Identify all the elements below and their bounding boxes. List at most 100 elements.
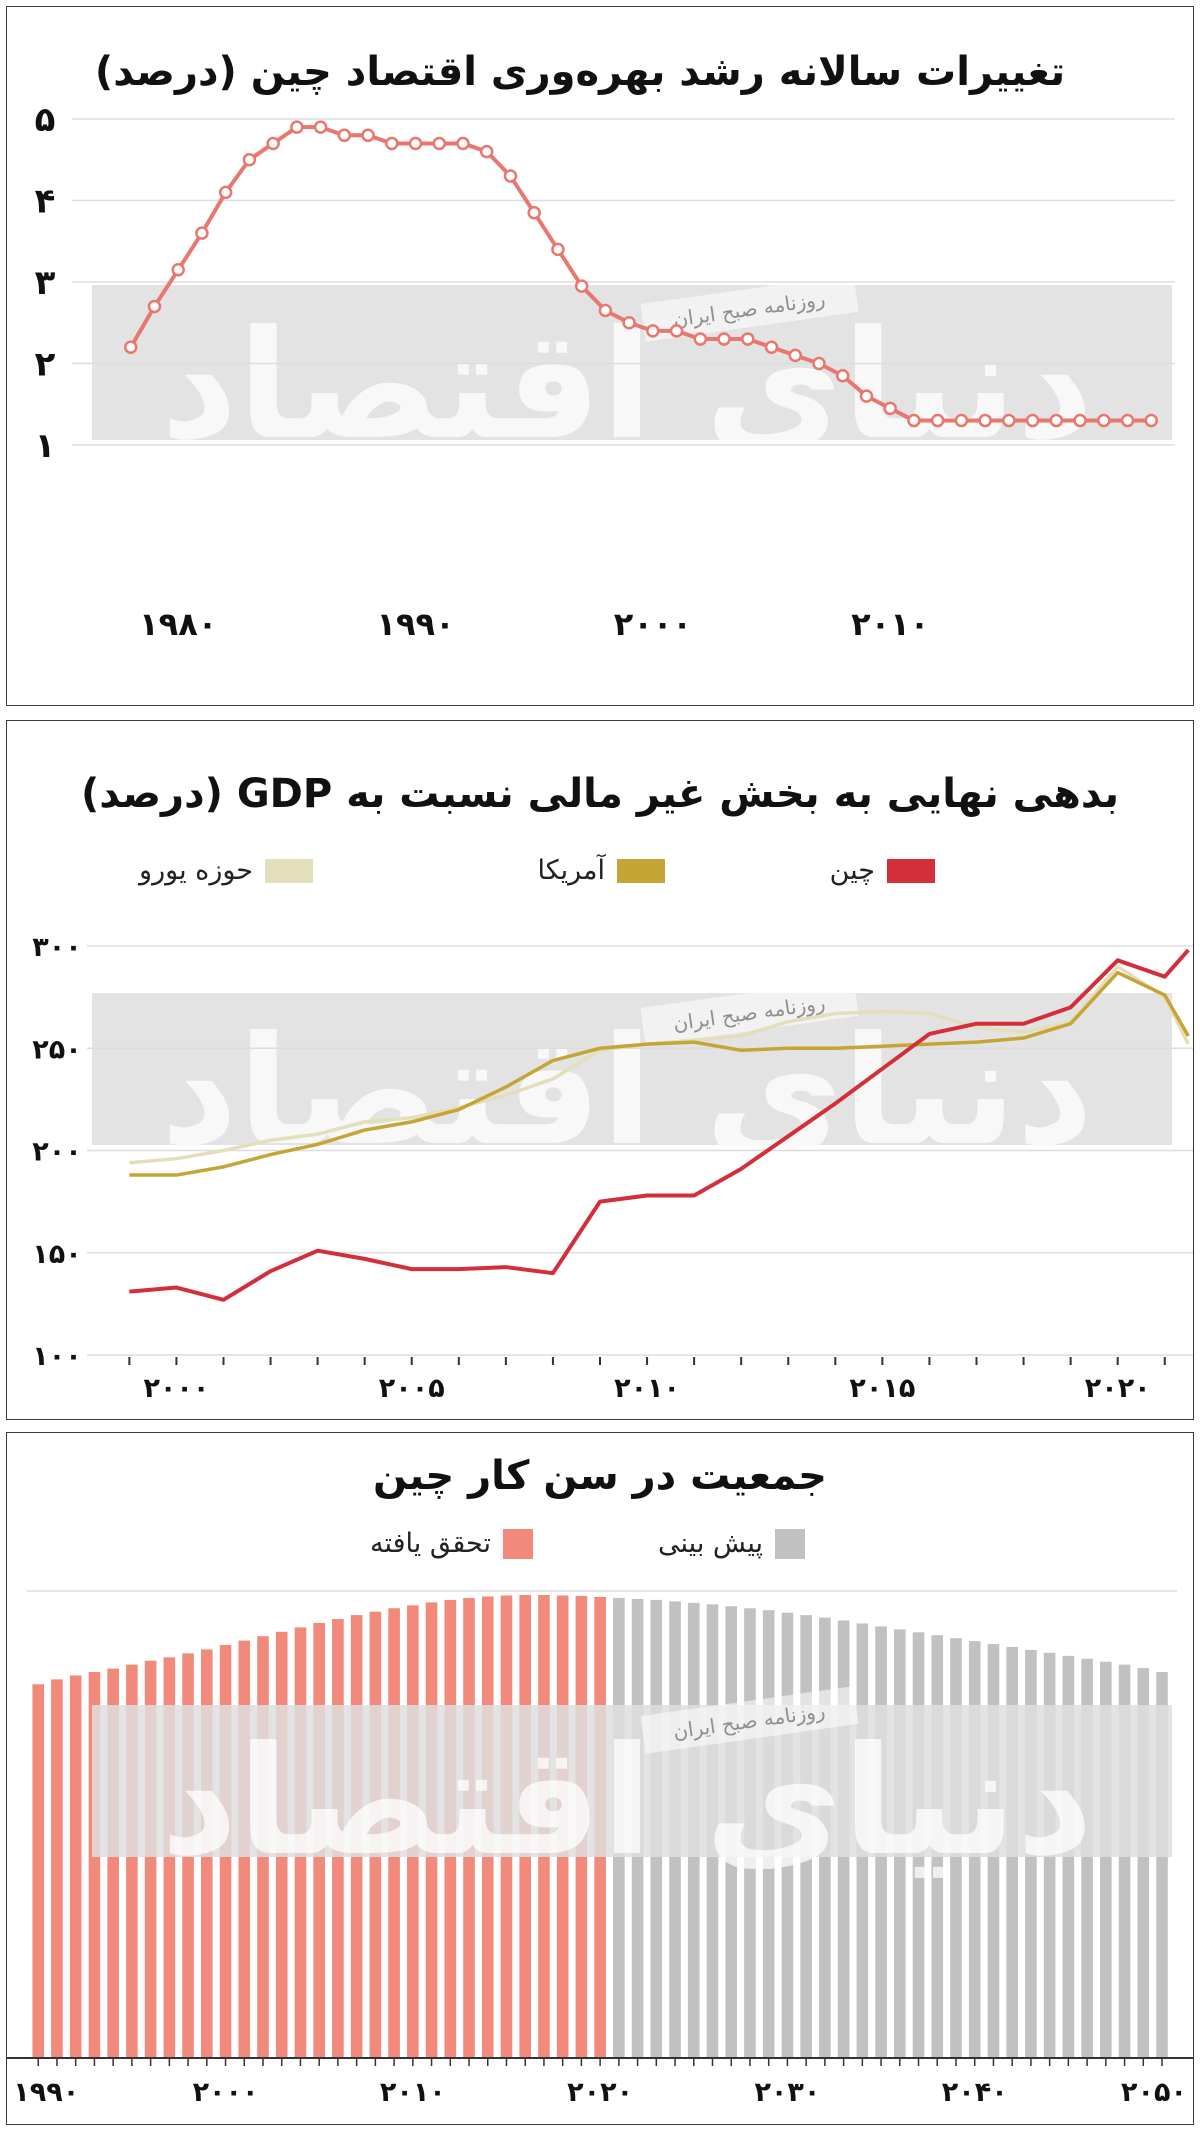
actual-bar [32, 1684, 45, 2057]
x-tick-label: ۲۰۵۰ [1121, 2077, 1187, 2108]
population-panel: جمعیت در سن کار چین تحقق یافته پیش بینی … [6, 1432, 1194, 2125]
productivity-point [551, 242, 565, 257]
forecast-bar [1156, 1672, 1168, 2057]
x-tick-label: ۲۰۲۰ [1085, 1373, 1151, 1404]
productivity-point [574, 279, 589, 293]
legend-label-actual: تحقق یافته [370, 1528, 491, 1559]
x-tick-label: ۲۰۰۰ [614, 605, 692, 643]
productivity-point [669, 324, 684, 338]
y-tick-label: ۲۰۰ [32, 1137, 81, 1168]
debt-panel: بدهی نهایی به بخش غیر مالی نسبت به GDP (… [6, 720, 1194, 1420]
productivity-point [337, 128, 352, 143]
forecast-bar [1081, 1658, 1093, 2057]
productivity-point [859, 389, 874, 403]
legend-swatch-usa [617, 858, 665, 883]
productivity-point [883, 401, 897, 416]
productivity-point [456, 136, 470, 151]
legend-china: چین [830, 855, 935, 886]
productivity-point [978, 413, 992, 428]
watermark-band [92, 1705, 1172, 1857]
legend-forecast: پیش بینی [658, 1528, 805, 1559]
productivity-point [479, 144, 494, 159]
productivity-point [954, 413, 969, 428]
x-tick-label: ۲۰۰۰ [143, 1373, 209, 1404]
actual-bar [126, 1664, 138, 2057]
x-tick-label: ۲۰۱۰ [380, 2077, 446, 2108]
x-tick-label: ۲۰۴۰ [942, 2077, 1008, 2108]
actual-bar [163, 1657, 176, 2057]
y-tick-label: ۱ [35, 426, 56, 466]
legend-usa: آمریکا [537, 855, 665, 886]
productivity-point [432, 136, 447, 151]
legend-swatch-forecast [775, 1528, 805, 1559]
watermark-band [92, 993, 1172, 1145]
watermark-band [92, 285, 1172, 440]
legend-swatch-actual [503, 1528, 533, 1559]
y-tick-label: ۴ [35, 182, 56, 222]
productivity-point [242, 153, 257, 167]
productivity-panel: تغییرات سالانه رشد بهره‌وری اقتصاد چین (… [6, 6, 1194, 706]
productivity-point [741, 332, 755, 346]
productivity-point [171, 263, 185, 277]
productivity-point [361, 128, 375, 143]
x-tick-label: ۲۰۰۵ [379, 1373, 445, 1404]
legend-swatch-china [887, 858, 935, 883]
productivity-point [313, 120, 328, 134]
actual-bar [88, 1672, 101, 2057]
actual-bar [69, 1675, 82, 2057]
forecast-bar [1100, 1661, 1112, 2057]
legend-label-euro: حوزه یورو [139, 855, 253, 886]
x-tick-label: ۲۰۲۰ [567, 2077, 633, 2108]
productivity-point [1097, 413, 1111, 428]
usa-line [129, 970, 1190, 1177]
legend-label-china: چین [829, 855, 875, 886]
x-tick-label: ۱۹۸۰ [139, 605, 217, 643]
population-title: جمعیت در سن کار چین [373, 1453, 827, 1499]
actual-bar [107, 1668, 119, 2057]
watermark-badge [640, 978, 859, 1046]
debt-title: بدهی نهایی به بخش غیر مالی نسبت به GDP (… [81, 771, 1119, 817]
legend-label-forecast: پیش بینی [658, 1528, 763, 1559]
y-tick-label: ۳ [35, 263, 56, 303]
productivity-point [812, 356, 826, 371]
x-tick-label: ۲۰۱۰ [614, 1373, 680, 1404]
y-tick-label: ۱۵۰ [32, 1239, 81, 1270]
productivity-point [1025, 413, 1040, 428]
legend-swatch-euro [265, 858, 313, 883]
actual-bar [51, 1679, 63, 2057]
productivity-point [408, 136, 423, 151]
productivity-point [503, 169, 518, 183]
actual-bar [144, 1660, 157, 2057]
y-tick-label: ۱۰۰ [32, 1341, 81, 1372]
productivity-point [195, 226, 209, 240]
productivity-point [764, 340, 779, 354]
productivity-point [717, 332, 731, 346]
legend-label-usa: آمریکا [537, 855, 605, 886]
x-tick-label: ۱۹۹۰ [13, 2077, 79, 2108]
productivity-point [147, 299, 162, 314]
productivity-point [1144, 413, 1159, 428]
productivity-point [622, 316, 636, 330]
x-tick-label: ۲۰۳۰ [754, 2077, 820, 2108]
watermark-brand: دنیای اقتصاد [161, 1715, 1094, 1889]
legend-actual: تحقق یافته [370, 1528, 533, 1559]
productivity-point [385, 136, 399, 151]
productivity-point [290, 120, 304, 134]
forecast-bar [1118, 1664, 1131, 2057]
productivity-point [788, 348, 803, 363]
productivity-point [598, 303, 613, 318]
watermark-badge [640, 274, 859, 342]
watermark-brand: دنیای اقتصاد [161, 1005, 1094, 1179]
productivity-point [907, 413, 921, 428]
productivity-point [266, 136, 280, 151]
productivity-point [1002, 413, 1016, 428]
x-tick-label: ۲۰۱۰ [851, 605, 929, 643]
productivity-point [123, 340, 138, 354]
legend-euro: حوزه یورو [139, 855, 313, 886]
productivity-title: تغییرات سالانه رشد بهره‌وری اقتصاد چین (… [94, 49, 1066, 95]
productivity-point [1073, 413, 1087, 428]
x-tick-label: ۲۰۱۵ [849, 1373, 915, 1404]
